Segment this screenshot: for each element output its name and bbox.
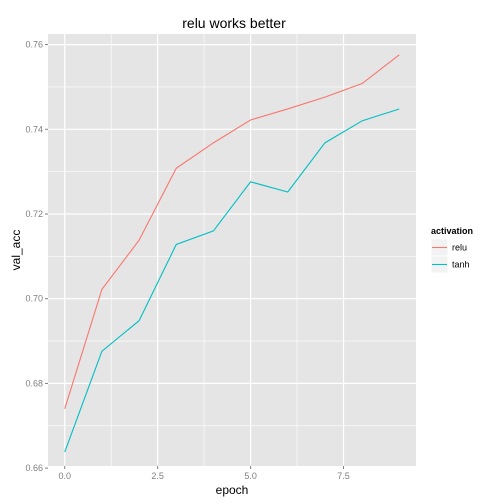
y-axis-ticks: 0.66 0.68 0.70 0.72 0.74 0.76 [25, 40, 48, 473]
major-gridlines [48, 34, 416, 469]
x-axis-title: epoch [216, 483, 249, 497]
legend-items: relu tanh [430, 238, 470, 274]
y-axis-title: val_acc [9, 230, 23, 271]
y-tick-label: 0.76 [25, 40, 43, 50]
x-axis-ticks: 0.0 2.5 5.0 7.5 [58, 466, 350, 481]
x-tick-label: 7.5 [337, 471, 350, 481]
series-lines [64, 54, 400, 453]
y-tick-label: 0.70 [25, 294, 43, 304]
x-tick-label: 5.0 [244, 471, 257, 481]
plot-panel [48, 34, 416, 466]
legend-label-tanh: tanh [452, 260, 470, 270]
legend: activation relu tanh [430, 226, 473, 274]
legend-label-relu: relu [452, 243, 467, 253]
chart-title: relu works better [182, 15, 286, 31]
x-tick-label: 2.5 [151, 471, 164, 481]
y-tick-label: 0.74 [25, 124, 43, 134]
y-tick-label: 0.72 [25, 209, 43, 219]
y-tick-label: 0.68 [25, 378, 43, 388]
legend-title: activation [431, 226, 473, 236]
x-tick-label: 0.0 [58, 471, 71, 481]
series-line-relu [64, 54, 400, 409]
y-tick-label: 0.66 [25, 463, 43, 473]
series-line-tanh [64, 108, 400, 453]
